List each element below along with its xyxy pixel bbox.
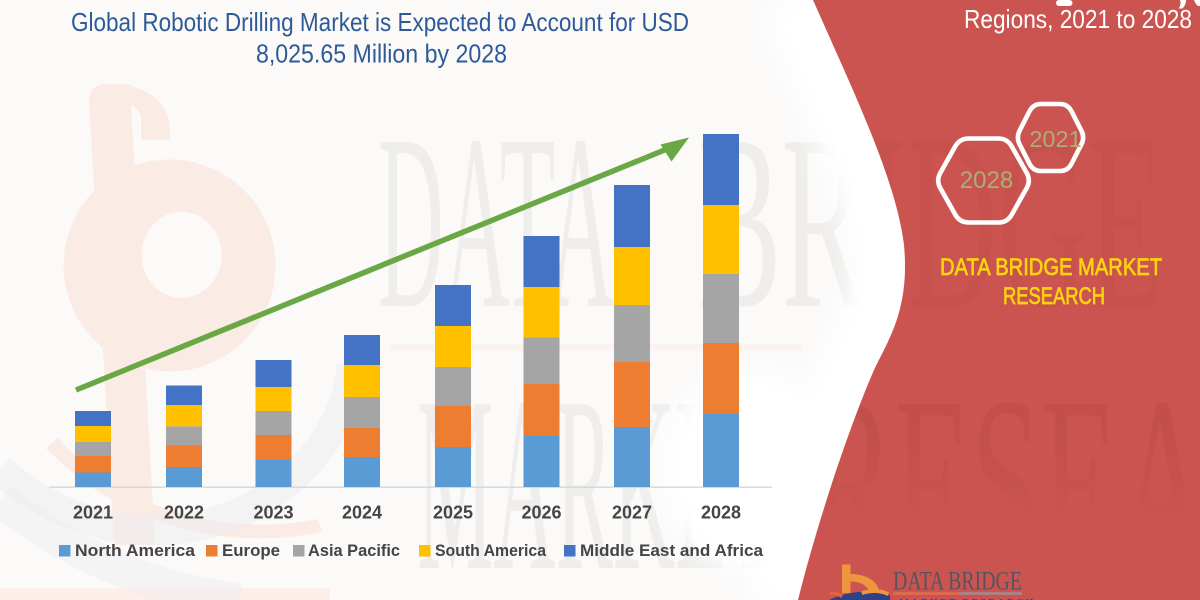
svg-text:DATA BRIDGE MARKET: DATA BRIDGE MARKET (940, 254, 1162, 281)
svg-text:RESEARCH: RESEARCH (1003, 283, 1105, 310)
svg-text:2027: 2027 (612, 503, 652, 523)
svg-text:Middle East and Africa: Middle East and Africa (580, 541, 764, 560)
svg-text:2026: 2026 (521, 503, 561, 523)
svg-text:DATA BRIDGE: DATA BRIDGE (893, 567, 1022, 596)
svg-text:MARKET RESEARCH: MARKET RESEARCH (899, 597, 1035, 600)
svg-text:2028: 2028 (701, 503, 741, 523)
svg-text:Regions, 2021 to 2028: Regions, 2021 to 2028 (964, 4, 1192, 34)
svg-text:2025: 2025 (433, 503, 473, 523)
svg-text:Asia Pacific: Asia Pacific (308, 541, 400, 560)
svg-text:2028: 2028 (960, 167, 1013, 194)
svg-text:2023: 2023 (253, 503, 293, 523)
svg-text:2024: 2024 (342, 503, 382, 523)
svg-text:2021: 2021 (1029, 126, 1081, 152)
svg-text:Global Robotic Drilling Market: Global Robotic Drilling Market is Expect… (71, 7, 689, 37)
svg-text:2022: 2022 (164, 503, 204, 523)
svg-text:North America: North America (75, 541, 196, 560)
svg-text:Europe: Europe (222, 541, 280, 560)
svg-text:8,025.65 Million by 2028: 8,025.65 Million by 2028 (256, 39, 507, 69)
svg-text:South America: South America (435, 541, 547, 560)
svg-text:2021: 2021 (73, 503, 113, 523)
